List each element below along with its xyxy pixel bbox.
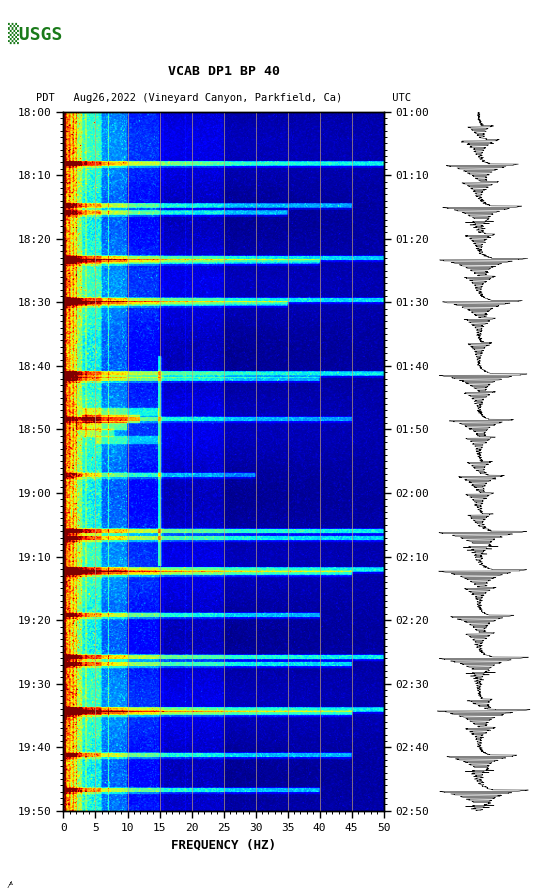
Text: ⁄ᴬ: ⁄ᴬ: [8, 881, 13, 890]
X-axis label: FREQUENCY (HZ): FREQUENCY (HZ): [171, 839, 276, 851]
Text: PDT   Aug26,2022 (Vineyard Canyon, Parkfield, Ca)        UTC: PDT Aug26,2022 (Vineyard Canyon, Parkfie…: [36, 93, 411, 103]
Text: VCAB DP1 BP 40: VCAB DP1 BP 40: [168, 64, 279, 78]
Text: ▒USGS: ▒USGS: [8, 23, 63, 45]
